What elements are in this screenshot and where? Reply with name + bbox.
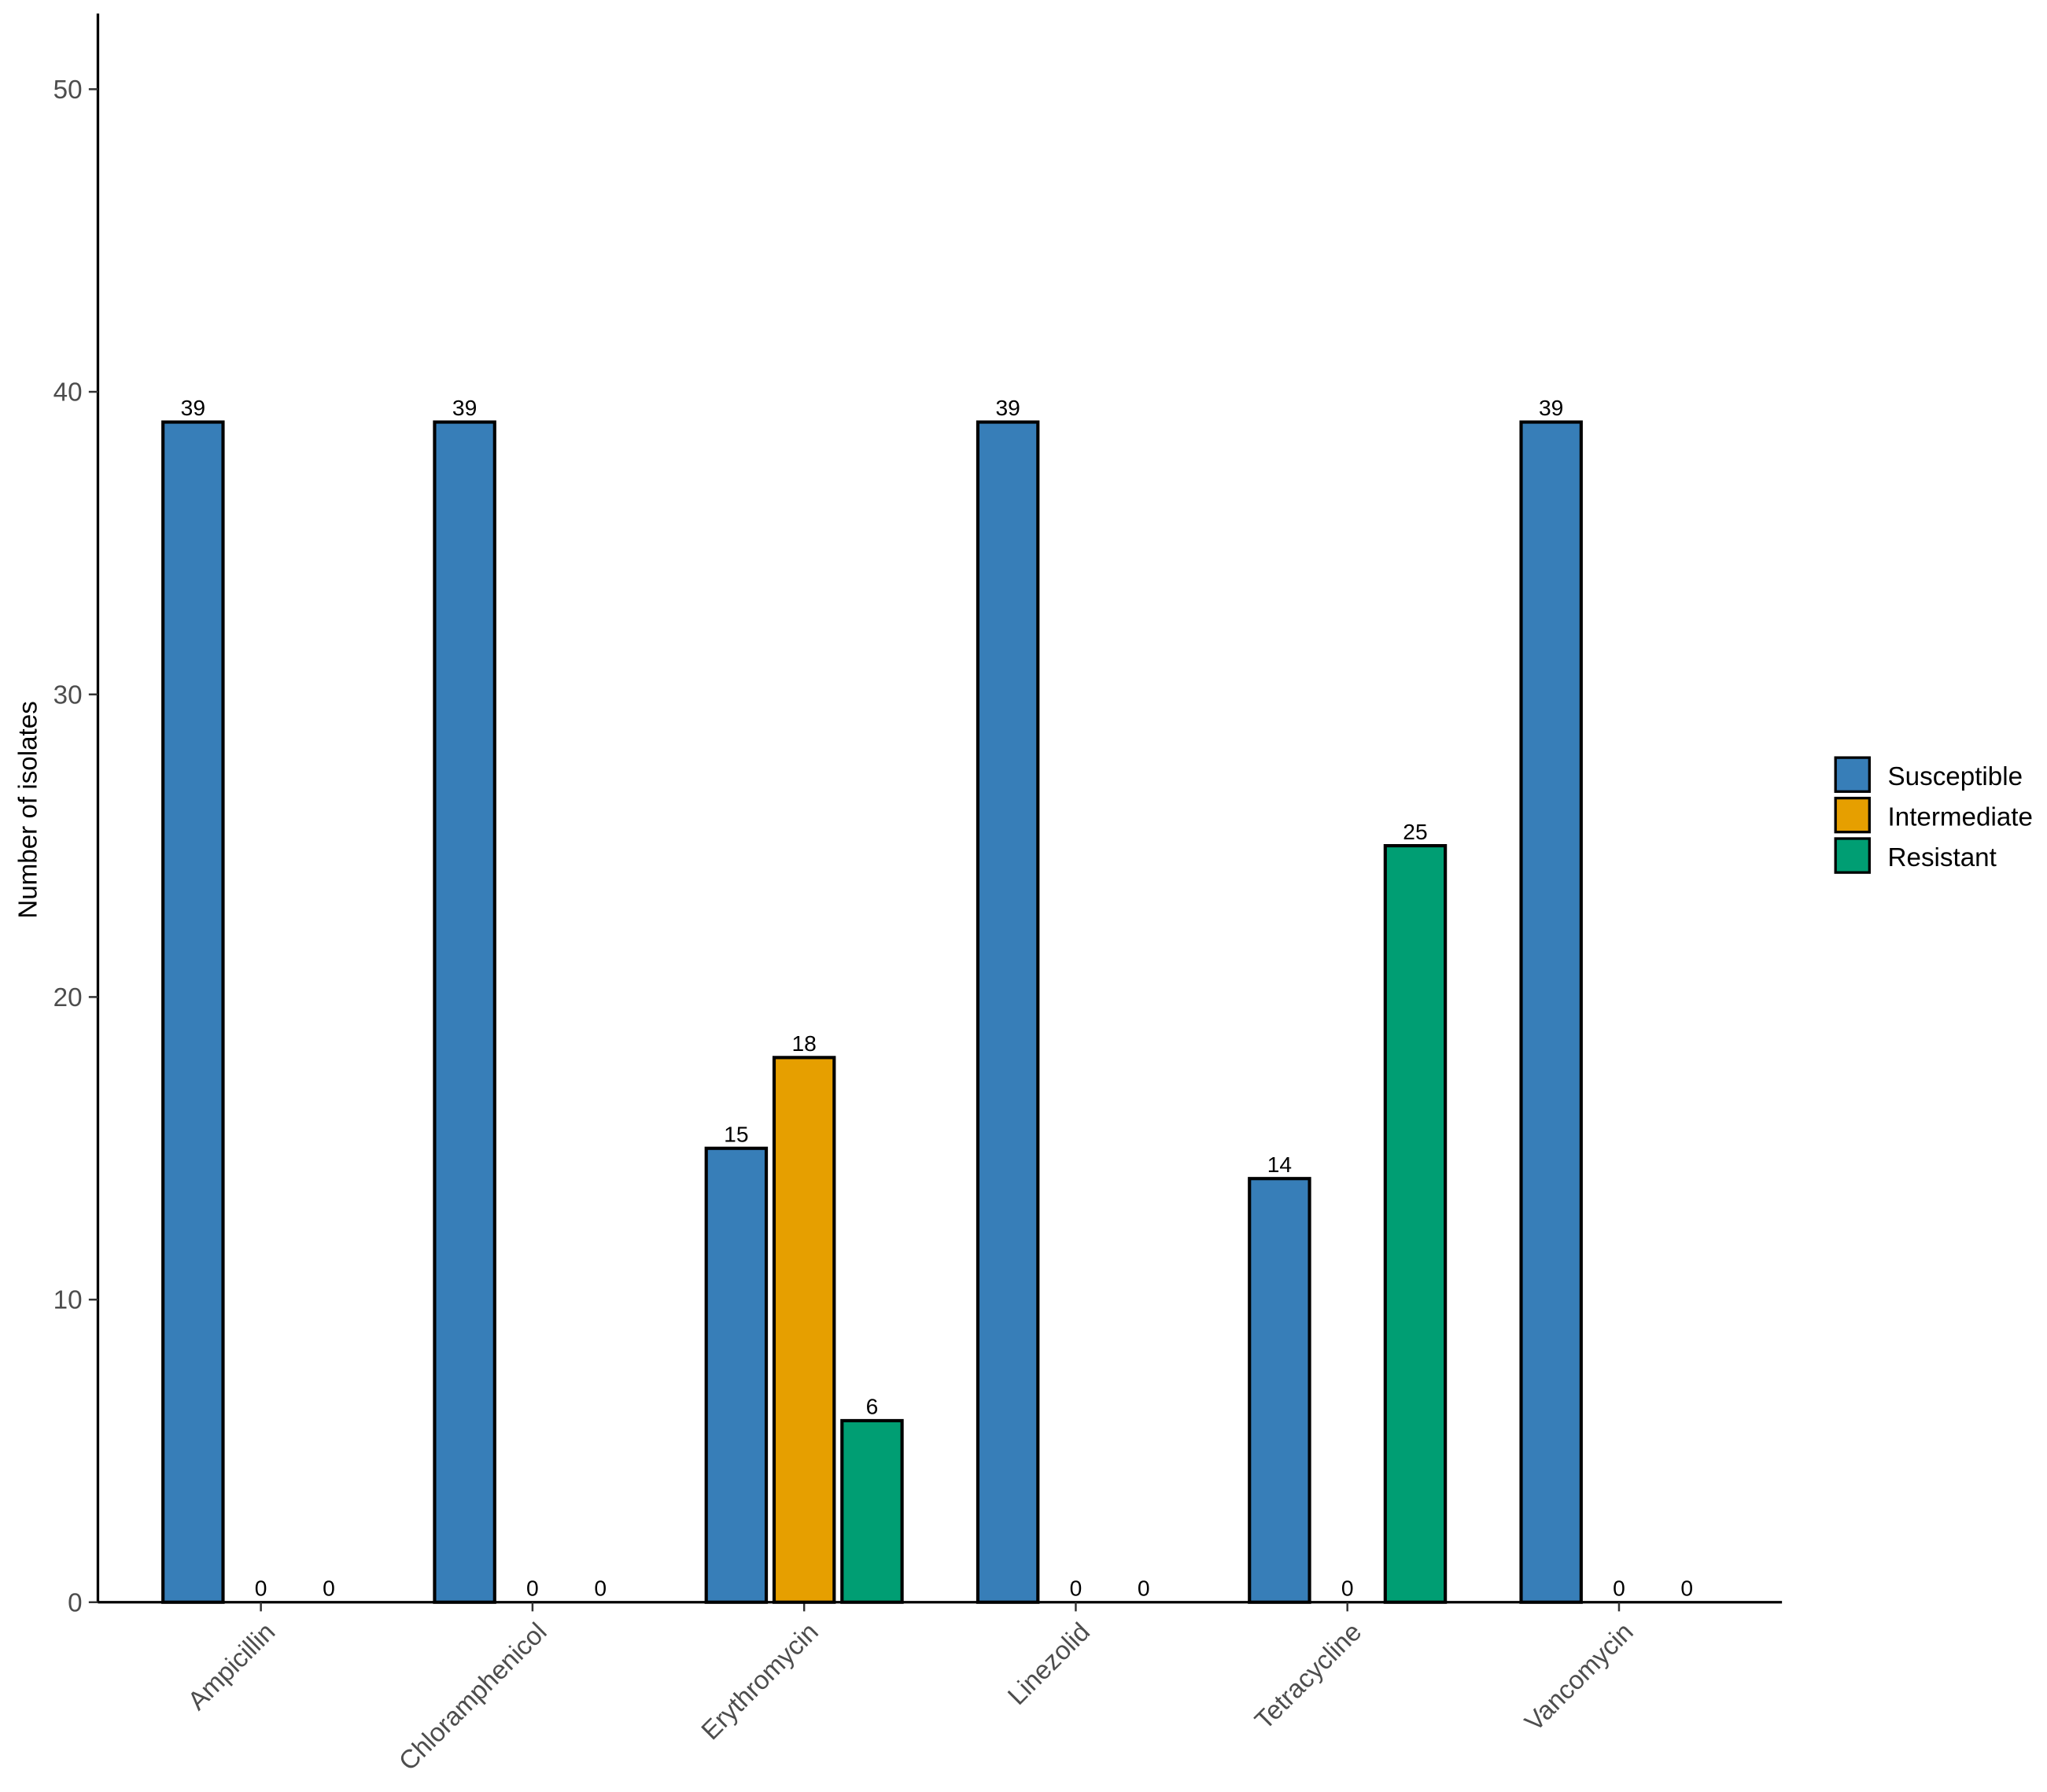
legend-swatch [1834,837,1871,874]
bar [1519,420,1583,1604]
bar [772,1056,836,1604]
y-tick-label: 30 [53,680,83,710]
value-label: 25 [1403,819,1427,844]
y-tick-label: 10 [53,1286,83,1315]
value-label: 0 [1138,1575,1150,1600]
value-label: 18 [791,1031,816,1056]
x-tick-label: Ampicillin [183,1617,281,1716]
bar [1248,1177,1311,1604]
legend-label: Susceptible [1888,762,2023,791]
bar [433,420,496,1604]
value-label: 0 [1613,1575,1625,1600]
legend-swatch [1834,756,1871,793]
value-label: 0 [323,1575,335,1600]
value-label: 39 [181,395,205,420]
x-tick-label: Linezolid [1002,1617,1096,1711]
value-label: 0 [1680,1575,1693,1600]
value-label: 0 [1341,1575,1354,1600]
bar [704,1146,769,1604]
value-label: 14 [1267,1152,1292,1177]
value-label: 0 [526,1575,539,1600]
y-tick-label: 0 [68,1588,82,1617]
y-axis-title: Number of isolates [13,701,42,919]
value-label: 39 [452,395,477,420]
value-label: 0 [1070,1575,1083,1600]
x-tick-label: Erythromycin [696,1617,824,1746]
y-tick-label: 40 [53,378,83,407]
bar [1383,843,1448,1604]
x-tick-label: Vancomycin [1519,1617,1639,1737]
value-label: 39 [995,395,1020,420]
value-label: 15 [724,1121,748,1146]
legend-label: Resistant [1888,843,1997,872]
x-tick-label: Chloramphenicol [393,1617,552,1776]
y-tick-label: 20 [53,983,83,1012]
y-tick-label: 50 [53,76,83,105]
value-label: 0 [594,1575,607,1600]
legend-swatch [1834,796,1871,834]
bar [840,1418,904,1604]
value-label: 39 [1539,395,1563,420]
value-label: 6 [866,1394,879,1419]
bar [976,420,1040,1604]
bar [161,420,225,1604]
legend-label: Intermediate [1888,802,2033,831]
x-tick-label: Tetracycline [1249,1617,1367,1735]
value-label: 0 [255,1575,267,1600]
